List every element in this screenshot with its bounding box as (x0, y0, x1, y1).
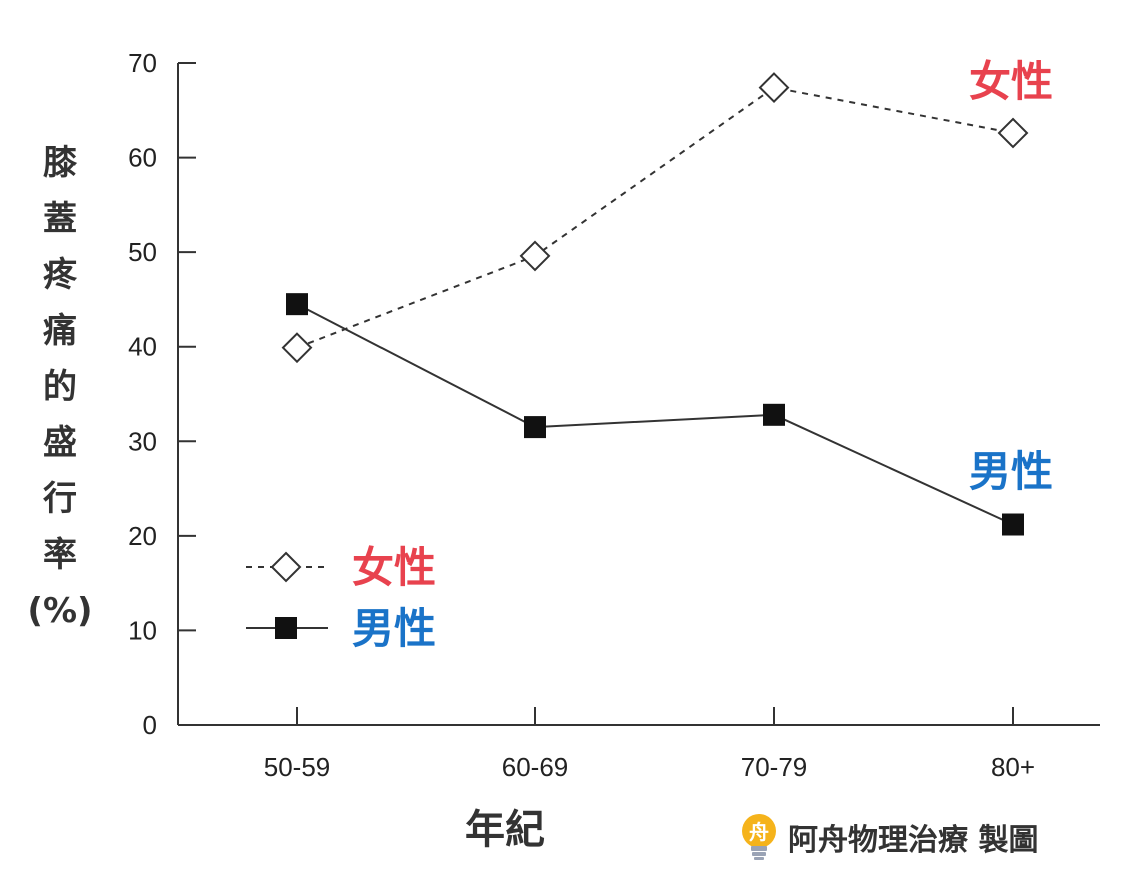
data-point-1-2 (763, 403, 785, 426)
series-line-0 (296, 86, 1014, 349)
data-point-0-3 (997, 117, 1029, 149)
series-layer (281, 72, 1029, 536)
legend-item-1: 男性 (246, 604, 436, 653)
series-end-label-0: 女性 (969, 57, 1053, 106)
y-axis-label-char: (%) (27, 591, 92, 631)
legend-label-0: 女性 (352, 543, 436, 592)
data-point-1-3 (1002, 513, 1024, 536)
legend-label-1: 男性 (352, 604, 436, 653)
credit: 舟 阿舟物理治療 製圖 (740, 812, 1038, 862)
lightbulb-logo-icon: 舟 (740, 813, 778, 861)
x-tick-label: 80+ (991, 752, 1035, 782)
series-line-1 (296, 303, 1014, 526)
axes (177, 63, 1100, 726)
data-point-0-2 (758, 72, 790, 104)
y-tick-label: 50 (128, 237, 157, 267)
y-tick-label: 40 (128, 332, 157, 362)
y-axis-label-char: 的 (43, 367, 77, 407)
data-point-1-1 (524, 416, 546, 439)
series-1 (286, 293, 1024, 536)
data-point-0-1 (519, 240, 551, 272)
series-0 (281, 72, 1029, 364)
y-axis-label-char: 痛 (43, 311, 77, 351)
y-axis-label-char: 疼 (43, 255, 78, 295)
y-tick-label: 20 (128, 521, 157, 551)
y-tick-label: 60 (128, 143, 157, 173)
logo-char: 舟 (749, 820, 769, 844)
credit-text: 阿舟物理治療 製圖 (788, 823, 1039, 858)
y-tick-label: 10 (128, 615, 157, 645)
legend-marker-1 (275, 617, 297, 639)
x-tick-label: 50-59 (264, 752, 331, 782)
x-tick-label: 60-69 (502, 752, 569, 782)
x-axis-label: 年紀 (465, 807, 545, 853)
data-point-0-0 (281, 332, 313, 364)
y-axis-label-char: 行 (43, 479, 77, 519)
y-axis-label-char: 率 (43, 535, 77, 575)
series-end-label-1: 男性 (969, 447, 1053, 496)
y-axis-label-char: 盛 (43, 423, 77, 463)
ticks: 0 10 20 30 40 50 60 70 50-59 60-69 70-79 80+ (128, 48, 1035, 782)
y-tick-label: 30 (128, 426, 157, 456)
y-axis-label-char: 膝 (43, 143, 78, 183)
x-tick-label: 70-79 (741, 752, 808, 782)
legend-marker-0 (270, 551, 302, 583)
legend-item-0: 女性 (246, 543, 436, 592)
y-tick-label: 70 (128, 48, 157, 78)
data-point-1-0 (286, 293, 308, 316)
y-tick-label: 0 (143, 710, 157, 740)
y-axis-label-char: 蓋 (43, 199, 77, 239)
